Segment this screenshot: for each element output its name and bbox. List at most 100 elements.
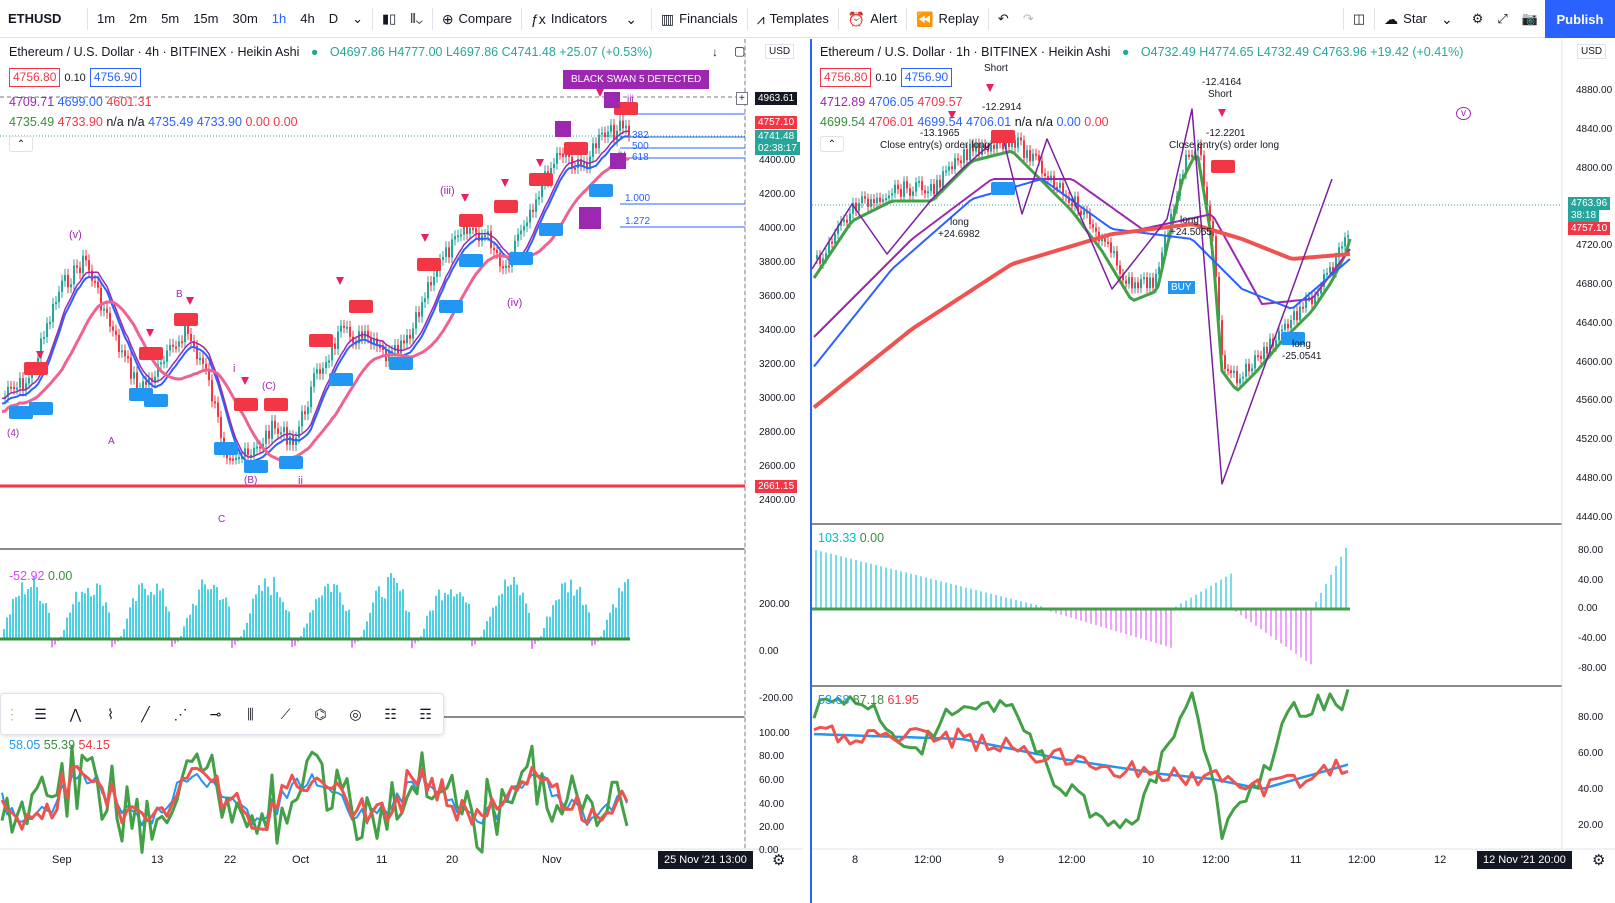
axis-settings-gear-icon[interactable]: ⚙ bbox=[1592, 852, 1606, 869]
plus-circle-icon: ⊕ bbox=[441, 10, 454, 27]
interval-30m[interactable]: 30m bbox=[232, 11, 258, 26]
trend-line-icon[interactable]: ╱ bbox=[141, 705, 150, 722]
interval-4h[interactable]: 4h bbox=[300, 11, 315, 26]
candle-body bbox=[1299, 306, 1301, 321]
wave-label: B bbox=[176, 289, 183, 300]
candle-body bbox=[1335, 257, 1337, 273]
interval-1m[interactable]: 1m bbox=[97, 11, 116, 26]
osc-tick: -40.00 bbox=[1578, 633, 1607, 644]
candle-body bbox=[304, 411, 306, 415]
templates-button[interactable]: ⩘ Templates bbox=[750, 0, 836, 38]
horizontal-ray-icon[interactable]: ⊸ bbox=[209, 705, 222, 722]
interval-15m[interactable]: 15m bbox=[193, 11, 219, 26]
maximize-icon[interactable]: ▢ bbox=[734, 44, 746, 58]
long-value: +24.5055 bbox=[1170, 227, 1212, 238]
interval-1h[interactable]: 1h bbox=[271, 11, 287, 26]
y-tick: 4000.00 bbox=[759, 223, 796, 234]
redo-icon[interactable]: ↷ bbox=[1022, 10, 1034, 26]
candle-body bbox=[864, 196, 866, 199]
publish-button[interactable]: Publish bbox=[1545, 0, 1615, 38]
settings-gear-icon[interactable]: ⚙ bbox=[1471, 10, 1484, 26]
support-price-label: 2661.15 bbox=[755, 480, 798, 493]
settings-lines-icon[interactable]: ☶ bbox=[419, 705, 432, 722]
interval-d[interactable]: D bbox=[328, 11, 339, 26]
bar-style-icon[interactable]: ▮▯ bbox=[382, 10, 397, 26]
right-currency-select[interactable]: USD bbox=[1577, 44, 1607, 59]
rsi-line-green bbox=[812, 688, 1350, 841]
interval-5m[interactable]: 5m bbox=[161, 11, 180, 26]
candle-body bbox=[1296, 311, 1298, 321]
right-chart-canvas[interactable] bbox=[812, 39, 1615, 903]
x-tick: Sep bbox=[52, 854, 72, 866]
ma-line-blue bbox=[813, 178, 1351, 368]
left-chart-canvas[interactable] bbox=[0, 39, 803, 903]
fullscreen-icon[interactable]: ⤢ bbox=[1497, 10, 1508, 26]
bars-pattern-icon[interactable]: ⫼ bbox=[247, 705, 254, 722]
camera-icon[interactable]: 📷 bbox=[1521, 10, 1538, 26]
fib-fan-icon[interactable]: ⋰ bbox=[173, 705, 188, 722]
elliott-wave-icon[interactable]: ⌇ bbox=[107, 705, 114, 722]
candle-type-icon[interactable]: ⫴⌄ bbox=[410, 10, 423, 26]
left-indicator-1: 4709.71 4699.00 4601.31 bbox=[9, 95, 152, 110]
left-chart-pane[interactable]: Ethereum / U.S. Dollar · 4h · BITFINEX ·… bbox=[0, 39, 803, 903]
candle-body bbox=[118, 334, 120, 352]
candle-body bbox=[1083, 210, 1085, 215]
indicators-button[interactable]: ƒx Indicators ⌄ bbox=[524, 0, 649, 38]
candle-body bbox=[849, 213, 851, 223]
replay-button[interactable]: ⏪ Replay bbox=[909, 0, 986, 38]
collapse-legend-chevron-up-icon[interactable]: ⌃ bbox=[9, 136, 33, 152]
candle-body bbox=[1002, 143, 1004, 150]
horizontal-lines-icon[interactable]: ☰ bbox=[34, 705, 47, 722]
candle-body bbox=[1200, 144, 1202, 156]
add-alert-plus-icon[interactable]: + bbox=[736, 92, 748, 105]
right-bid-button[interactable]: 4756.80 bbox=[820, 68, 872, 87]
pattern-abcd-icon[interactable]: ⋀ bbox=[69, 705, 82, 722]
axis-settings-gear-icon[interactable]: ⚙ bbox=[772, 852, 786, 869]
left-ask-button[interactable]: 4756.90 bbox=[89, 68, 142, 87]
drag-handle-icon[interactable]: ⋮ bbox=[5, 705, 19, 722]
layout-select-icon[interactable]: ◫ bbox=[1352, 10, 1366, 26]
candle-body bbox=[577, 158, 579, 168]
download-icon[interactable]: ↓ bbox=[712, 45, 718, 59]
right-ask-button[interactable]: 4756.90 bbox=[900, 68, 953, 87]
close-price-label: 4741.48 bbox=[755, 130, 798, 143]
left-currency-select[interactable]: USD bbox=[765, 44, 795, 59]
rewind-icon: ⏪ bbox=[916, 10, 934, 27]
candle-body bbox=[166, 350, 168, 362]
candle-body bbox=[1110, 242, 1112, 253]
candle-body bbox=[448, 247, 450, 258]
node-pattern-icon[interactable]: ⌬ bbox=[314, 705, 327, 722]
right-last-price-label: 4763.96 bbox=[1568, 197, 1611, 210]
alert-button[interactable]: ⏰ Alert bbox=[841, 0, 904, 38]
x-tick: 12:00 bbox=[1348, 854, 1376, 866]
compare-button[interactable]: ⊕ Compare bbox=[435, 0, 519, 38]
undo-icon[interactable]: ↶ bbox=[997, 10, 1009, 26]
candle-body bbox=[328, 360, 330, 363]
interval-dropdown-chevron-icon[interactable]: ⌄ bbox=[352, 10, 364, 26]
left-bid-button[interactable]: 4756.80 bbox=[9, 68, 61, 87]
candle-body bbox=[400, 340, 402, 354]
candle-body bbox=[960, 160, 962, 164]
candle-body bbox=[109, 312, 111, 327]
financials-button[interactable]: ▥ Financials bbox=[654, 0, 745, 38]
left-title[interactable]: Ethereum / U.S. Dollar · 4h · BITFINEX ·… bbox=[9, 45, 300, 59]
candle-body bbox=[987, 149, 989, 152]
candle-body bbox=[208, 368, 210, 381]
candle-body bbox=[307, 407, 309, 415]
ray-icon[interactable]: ⟋ bbox=[280, 705, 291, 722]
interval-2m[interactable]: 2m bbox=[129, 11, 148, 26]
fib-retracement-icon[interactable]: ☷ bbox=[384, 705, 397, 722]
right-title[interactable]: Ethereum / U.S. Dollar · 1h · BITFINEX ·… bbox=[820, 45, 1111, 59]
candle-body bbox=[295, 437, 297, 445]
gann-icon[interactable]: ◎ bbox=[349, 705, 362, 722]
candle-body bbox=[160, 362, 162, 365]
collapse-legend-chevron-up-icon[interactable]: ⌃ bbox=[820, 136, 844, 152]
sell-signal bbox=[417, 258, 441, 271]
right-rsi-legend: 53.68 87.18 61.95 bbox=[818, 693, 919, 708]
buy-signal bbox=[244, 460, 268, 473]
symbol-search[interactable]: ETHUSD bbox=[8, 11, 62, 26]
right-chart-pane[interactable]: Ethereum / U.S. Dollar · 1h · BITFINEX ·… bbox=[810, 39, 1615, 903]
layout-name-button[interactable]: ☁ Star ⌄ bbox=[1377, 0, 1465, 38]
candle-body bbox=[1044, 173, 1046, 177]
candle-body bbox=[94, 280, 96, 283]
